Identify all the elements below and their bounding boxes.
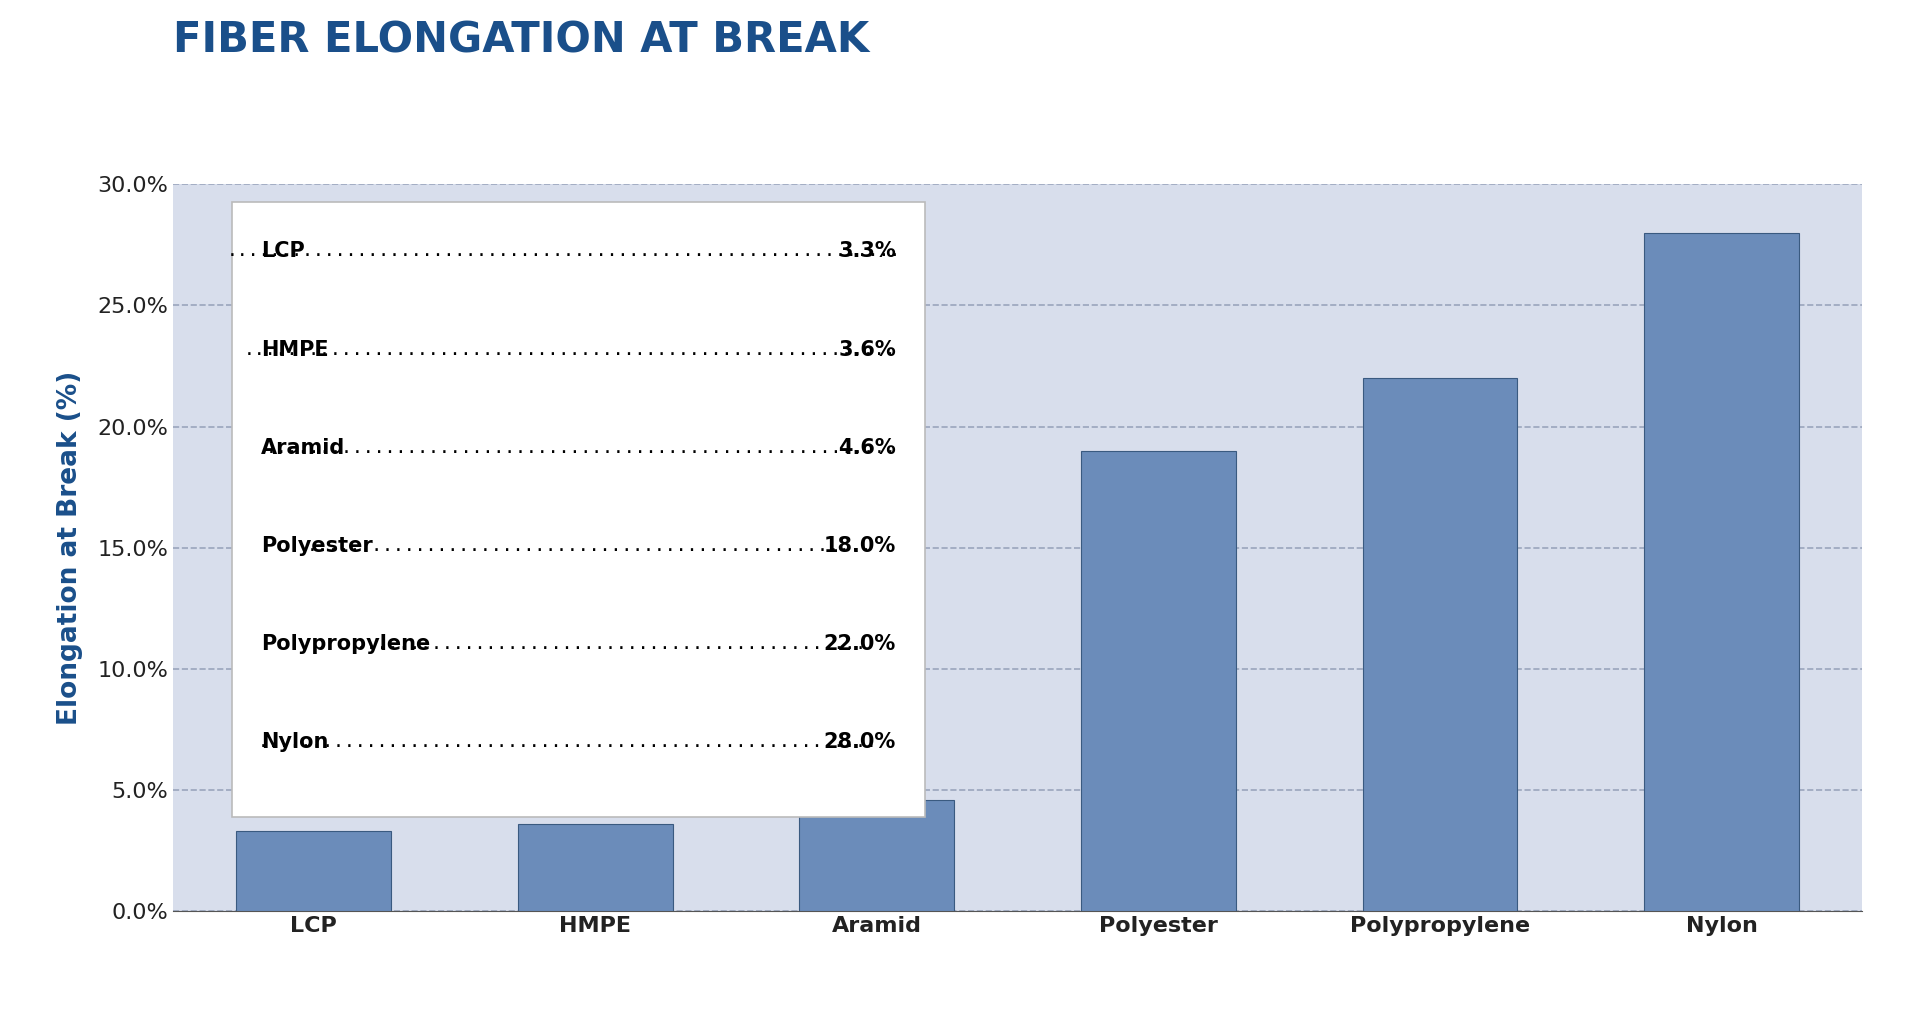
Text: LCP: LCP (261, 242, 305, 261)
Bar (1081, 451, 1236, 911)
Text: Polyester: Polyester (261, 536, 372, 556)
Text: 3.3%: 3.3% (839, 242, 897, 261)
Text: Aramid: Aramid (261, 437, 346, 458)
Text: 4.6%: 4.6% (839, 437, 897, 458)
Text: 18.0%: 18.0% (824, 536, 897, 556)
Text: .........................................................: ........................................… (257, 733, 877, 752)
Text: HMPE: HMPE (261, 340, 328, 359)
Bar (518, 824, 672, 911)
Bar (799, 800, 954, 911)
Text: ....................................................: ........................................… (307, 537, 872, 555)
Text: 28.0%: 28.0% (824, 732, 897, 753)
Y-axis label: Elongation at Break (%): Elongation at Break (%) (58, 371, 83, 725)
Text: Polypropylene: Polypropylene (261, 634, 430, 654)
Text: ...............................................: ........................................… (355, 635, 868, 653)
Bar (1644, 232, 1799, 911)
Text: FIBER ELONGATION AT BREAK: FIBER ELONGATION AT BREAK (173, 19, 870, 61)
Text: Nylon: Nylon (261, 732, 328, 753)
Text: 3.6%: 3.6% (839, 340, 897, 359)
Bar (1363, 378, 1517, 911)
Text: 22.0%: 22.0% (824, 634, 897, 654)
Text: ..........................................................: ........................................… (265, 438, 897, 457)
Bar (236, 831, 392, 911)
FancyBboxPatch shape (232, 203, 925, 817)
Text: ..............................................................: ........................................… (227, 243, 902, 260)
Text: ............................................................: ........................................… (244, 341, 897, 358)
